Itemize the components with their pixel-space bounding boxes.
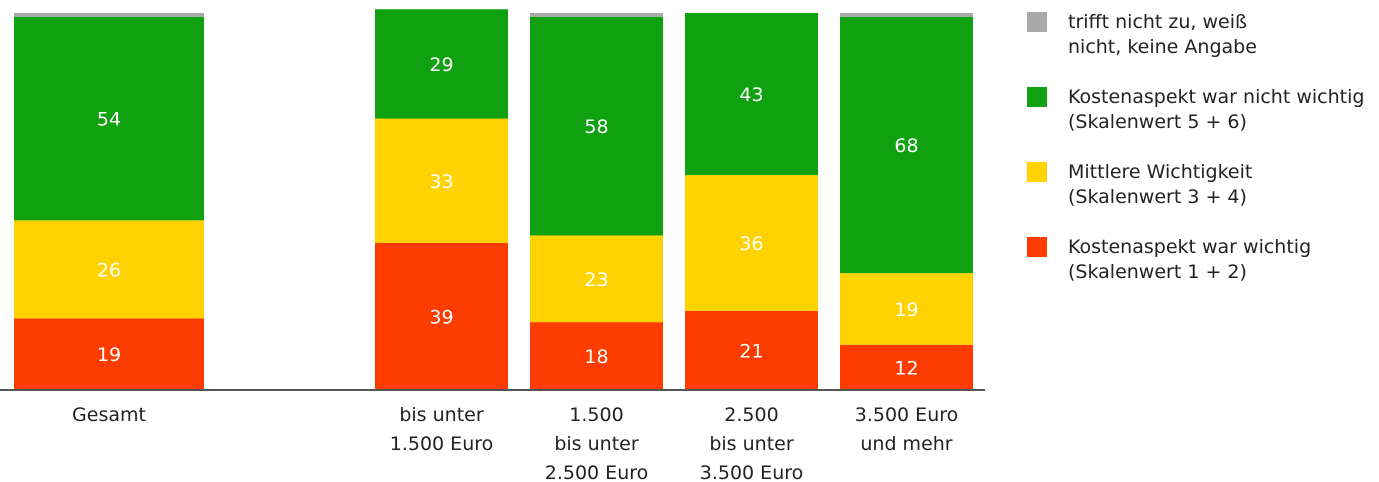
legend-label: trifft nicht zu, weiß nicht, keine Angabe — [1068, 11, 1257, 58]
value-label: 68 — [894, 135, 918, 157]
value-label: 33 — [429, 171, 453, 193]
bar-segment — [530, 235, 663, 323]
bar-segment — [14, 16, 204, 221]
value-label: 36 — [739, 233, 763, 255]
x-tick-label: 1.500 bis unter 2.500 Euro — [545, 404, 649, 482]
value-label: 29 — [429, 54, 453, 76]
value-label: 12 — [894, 357, 918, 379]
value-label: 43 — [739, 84, 763, 106]
legend-swatch — [1027, 12, 1047, 32]
bar-segment — [685, 175, 818, 311]
value-label: 19 — [894, 299, 918, 321]
bar-segment — [14, 318, 204, 390]
value-label: 58 — [584, 116, 608, 138]
legend-swatch — [1027, 237, 1047, 257]
legend-label: Mittlere Wichtigkeit (Skalenwert 3 + 4) — [1068, 161, 1252, 208]
x-tick-label: bis unter 1.500 Euro — [390, 404, 494, 455]
bar-segment — [685, 310, 818, 390]
value-label: 19 — [97, 344, 121, 366]
value-label: 21 — [739, 340, 763, 362]
value-label: 23 — [584, 269, 608, 291]
bar-segment — [530, 322, 663, 390]
bar-segment — [530, 13, 663, 17]
value-label: 26 — [97, 259, 121, 281]
x-tick-label: 3.500 Euro und mehr — [855, 404, 959, 455]
bar-segment — [840, 16, 973, 274]
legend-swatch — [1027, 87, 1047, 107]
value-label: 39 — [429, 306, 453, 328]
bar-segment — [840, 344, 973, 390]
value-label: 54 — [97, 109, 121, 131]
bar-segment — [685, 13, 818, 176]
bar-segment — [840, 13, 973, 17]
bar-segment — [14, 13, 204, 17]
x-tick-label: 2.500 bis unter 3.500 Euro — [700, 404, 804, 482]
x-tick-label: Gesamt — [72, 404, 146, 426]
bar-segment — [375, 118, 508, 243]
value-label: 18 — [584, 346, 608, 368]
bar-segment — [14, 220, 204, 319]
bar-segment — [375, 242, 508, 390]
legend-label: Kostenaspekt war wichtig (Skalenwert 1 + … — [1068, 236, 1311, 283]
bar-segment — [375, 9, 508, 119]
bar-segment — [840, 273, 973, 345]
legend-label: Kostenaspekt war nicht wichtig (Skalenwer… — [1068, 86, 1364, 133]
bar-segment — [530, 16, 663, 236]
legend-swatch — [1027, 162, 1047, 182]
